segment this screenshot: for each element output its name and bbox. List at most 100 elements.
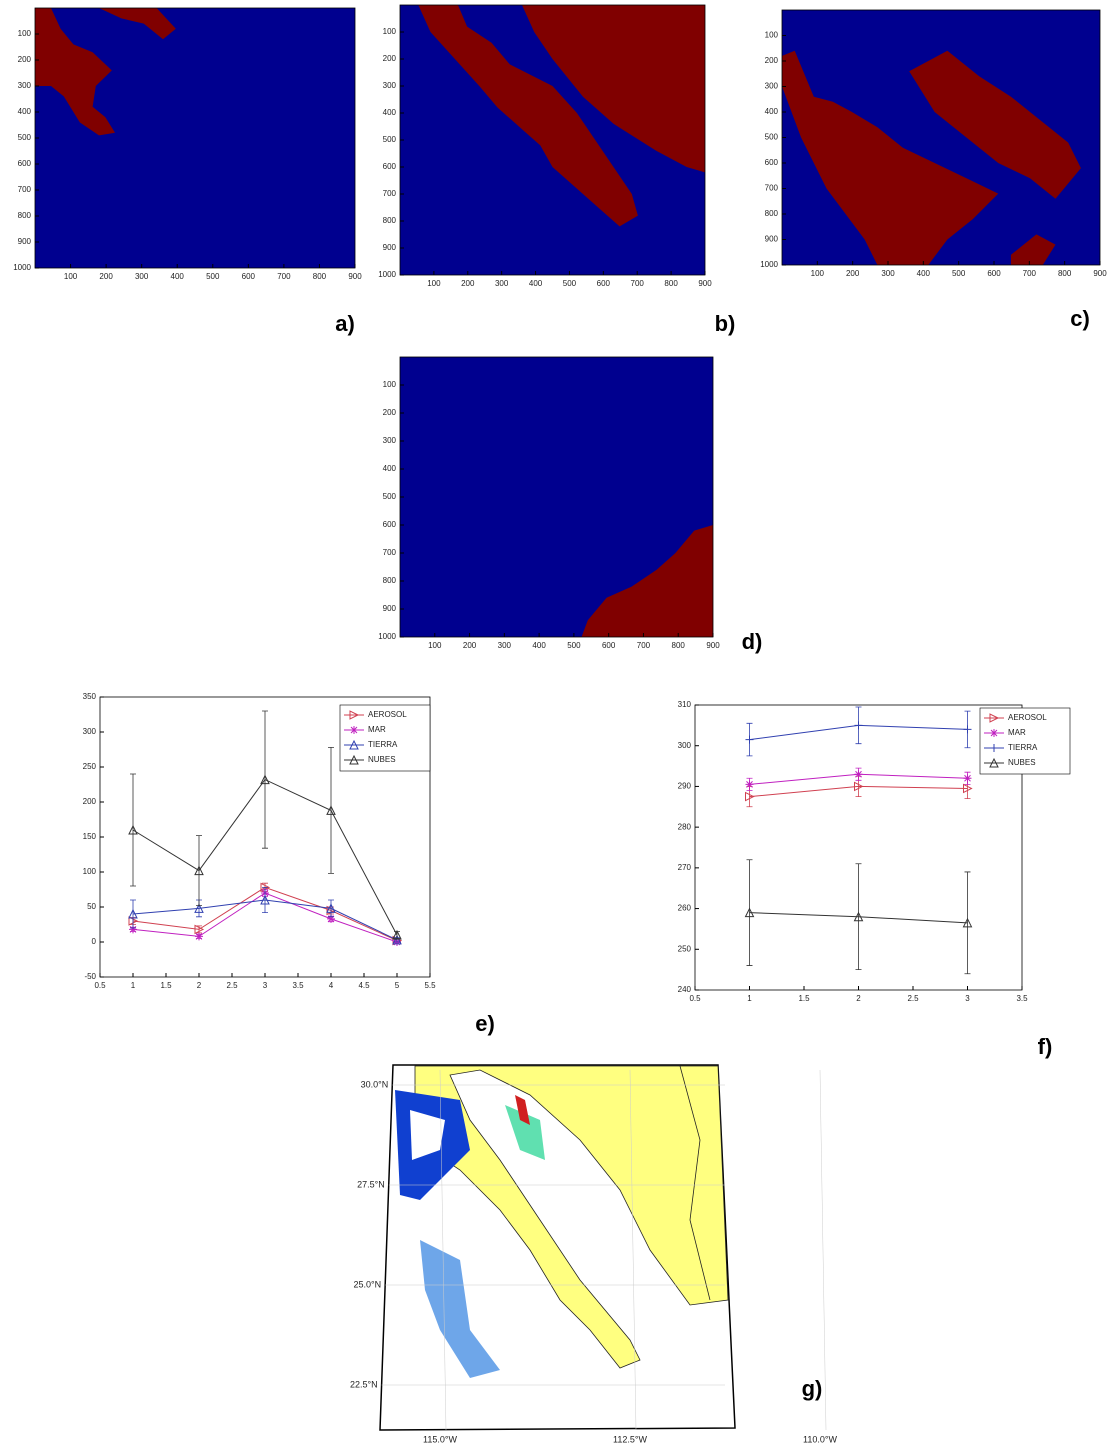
x-tick-label: 4.5 (358, 981, 370, 990)
y-tick-label: 240 (678, 985, 692, 994)
y-tick-label: 270 (678, 863, 692, 872)
y-tick-label: 800 (18, 211, 32, 220)
x-tick-label: 600 (602, 641, 616, 650)
legend-label: NUBES (368, 755, 396, 764)
lon-label: 110.0°W (803, 1434, 837, 1444)
y-tick-label: 800 (765, 209, 779, 218)
legend-marker (990, 729, 998, 737)
error-bar (855, 863, 862, 971)
y-tick-label: 200 (383, 408, 397, 417)
x-tick-label: 0.5 (94, 981, 106, 990)
x-tick-label: 400 (532, 641, 546, 650)
x-tick-label: 1 (747, 994, 752, 1003)
legend-marker (990, 744, 998, 752)
y-tick-label: 700 (18, 185, 32, 194)
y-tick-label: 200 (18, 55, 32, 64)
y-tick-label: 600 (383, 162, 397, 171)
y-tick-label: 280 (678, 822, 692, 831)
error-bar (964, 871, 971, 975)
lon-label: 112.5°W (613, 1434, 647, 1444)
x-tick-label: 600 (987, 269, 1001, 278)
x-tick-label: 4 (329, 981, 334, 990)
marker (745, 735, 754, 744)
series (744, 859, 973, 975)
y-tick-label: 500 (765, 133, 779, 142)
y-tick-label: 50 (87, 902, 96, 911)
y-tick-label: 700 (765, 184, 779, 193)
y-tick-label: 400 (765, 107, 779, 116)
x-tick-label: 200 (461, 279, 475, 288)
x-tick-label: 900 (348, 272, 362, 281)
x-tick-label: 2.5 (907, 994, 919, 1003)
error-bar (130, 773, 136, 887)
error-bar (262, 710, 268, 849)
marker (963, 783, 973, 794)
series (745, 706, 972, 757)
x-tick-label: 3.5 (292, 981, 304, 990)
y-tick-label: 0 (92, 937, 97, 946)
image-c (782, 10, 1100, 265)
legend-label: TIERRA (368, 740, 398, 749)
y-tick-label: 900 (383, 243, 397, 252)
x-tick-label: 600 (597, 279, 611, 288)
x-tick-label: 2 (197, 981, 202, 990)
grid-line (629, 1069, 637, 1431)
x-tick-label: 200 (846, 269, 860, 278)
y-tick-label: 100 (383, 380, 397, 389)
x-tick-label: 800 (672, 641, 686, 650)
x-tick-label: 100 (427, 279, 441, 288)
y-tick-label: 300 (765, 82, 779, 91)
y-tick-label: 300 (678, 741, 692, 750)
marker (129, 925, 137, 934)
marker (962, 917, 973, 928)
panel-label: d) (742, 629, 763, 654)
series (128, 710, 402, 940)
x-tick-label: 5.5 (424, 981, 436, 990)
x-tick-label: 1 (131, 981, 136, 990)
y-tick-label: 300 (383, 436, 397, 445)
x-tick-label: 100 (64, 272, 78, 281)
y-tick-label: 800 (383, 216, 397, 225)
lat-label: 25.0°N (354, 1279, 382, 1289)
y-tick-label: 300 (18, 81, 32, 90)
x-tick-label: 400 (171, 272, 185, 281)
legend-marker (350, 726, 358, 734)
error-bar (130, 899, 136, 929)
legend-label: MAR (368, 725, 386, 734)
y-tick-label: 250 (83, 762, 97, 771)
y-tick-label: 400 (383, 108, 397, 117)
map (379, 1064, 736, 1431)
y-tick-label: 100 (18, 29, 32, 38)
legend-label: MAR (1008, 728, 1026, 737)
x-tick-label: 0.5 (689, 994, 701, 1003)
x-tick-label: 5 (395, 981, 400, 990)
error-bar (746, 859, 753, 966)
x-tick-label: 700 (277, 272, 291, 281)
x-tick-label: 3 (263, 981, 268, 990)
lat-label: 22.5°N (350, 1379, 378, 1389)
x-tick-label: 100 (811, 269, 825, 278)
y-tick-label: 300 (83, 727, 97, 736)
marker (260, 774, 270, 785)
y-tick-label: 350 (83, 692, 97, 701)
marker (194, 865, 204, 876)
legend-marker (349, 754, 359, 765)
marker (853, 911, 864, 922)
x-tick-label: 400 (917, 269, 931, 278)
x-tick-label: 2.5 (226, 981, 238, 990)
marker (260, 894, 270, 905)
x-tick-label: 200 (463, 641, 477, 650)
y-tick-label: 290 (678, 782, 692, 791)
marker (744, 907, 755, 918)
x-tick-label: 800 (664, 279, 678, 288)
x-tick-label: 3.5 (1016, 994, 1028, 1003)
marker (194, 924, 205, 935)
marker (745, 780, 754, 789)
y-tick-label: 600 (383, 520, 397, 529)
image-a (35, 8, 355, 268)
error-bar (196, 835, 202, 906)
y-tick-label: 700 (383, 548, 397, 557)
marker (128, 908, 138, 919)
x-tick-label: 500 (567, 641, 581, 650)
